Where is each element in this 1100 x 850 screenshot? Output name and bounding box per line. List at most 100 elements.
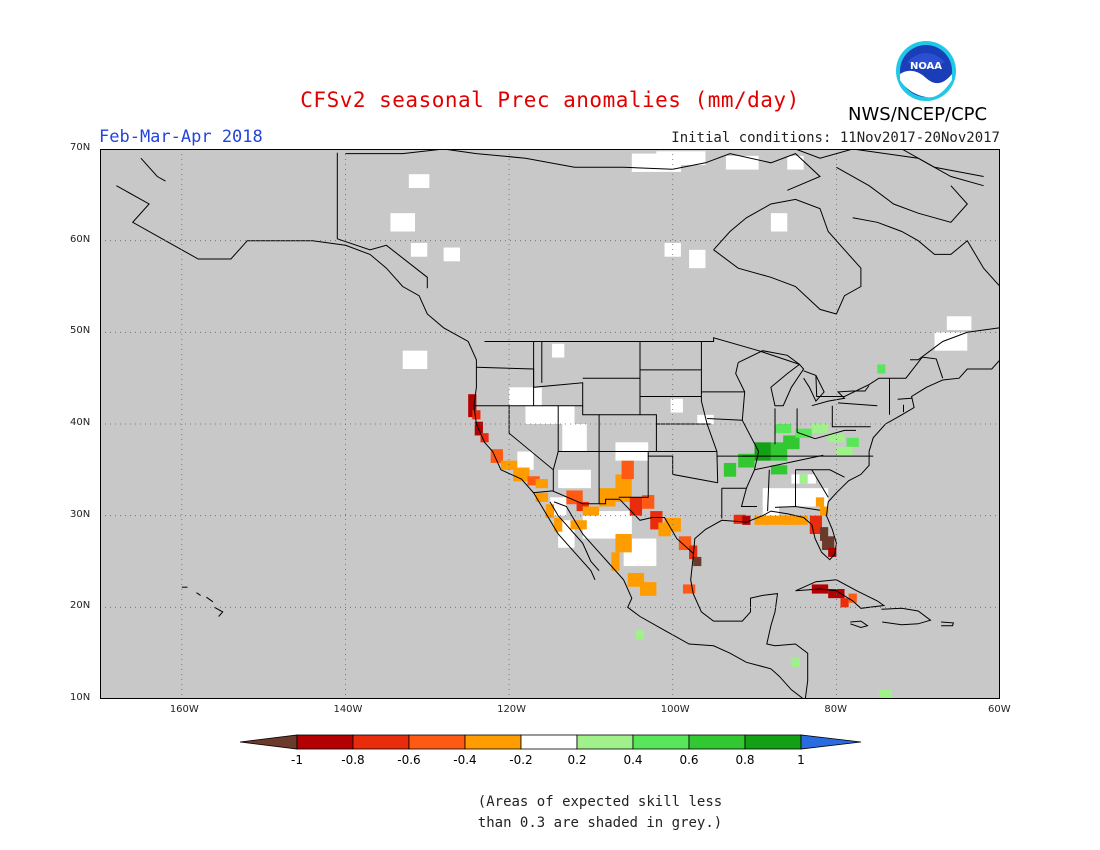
precip-anomaly-map: [100, 149, 1000, 699]
lat-tick-label: 30N: [70, 508, 91, 520]
season-label: Feb-Mar-Apr 2018: [99, 127, 263, 147]
anomaly-cell: [879, 689, 892, 699]
anomaly-cell: [820, 506, 829, 516]
coastline-segment: [557, 405, 600, 452]
anomaly-cell: [635, 630, 645, 640]
anomaly-cell: [535, 479, 548, 489]
anomaly-cell: [545, 504, 555, 518]
skill-footnote: (Areas of expected skill less than 0.3 a…: [0, 792, 1100, 834]
colorbar-label: -0.8: [341, 753, 364, 767]
anomaly-cell: [443, 247, 460, 262]
anomaly-cell: [934, 332, 968, 351]
colorbar-labels: -1 -0.8 -0.6 -0.4 -0.2 0.2 0.4 0.6 0.8 1: [291, 753, 805, 767]
colorbar-label: 0.8: [735, 753, 754, 767]
anomaly-cell: [754, 515, 788, 525]
coastline-segment: [831, 405, 871, 428]
anomaly-cell: [828, 547, 837, 557]
lon-tick-label: 120W: [497, 704, 527, 715]
anomaly-cell: [811, 424, 829, 434]
coastline-segment: [795, 149, 853, 159]
anomaly-cell: [535, 492, 548, 502]
anomaly-cell: [795, 428, 812, 438]
lat-tick-label: 20N: [70, 600, 91, 612]
colorbar-segment: [296, 734, 354, 750]
coastline-segment: [836, 166, 968, 223]
coastline-segment: [767, 469, 770, 512]
anomaly-cell: [762, 497, 780, 516]
anomaly-cell: [615, 474, 632, 502]
lat-tick-label: 40N: [70, 417, 91, 428]
coastline-segment: [850, 620, 869, 629]
coastline-segment: [795, 579, 886, 609]
lon-tick-label: 140W: [333, 704, 363, 715]
colorbar-segment: [352, 734, 410, 750]
colorbar-segment: [688, 734, 746, 750]
coastline-segment: [713, 198, 862, 315]
agency-label: NWS/NCEP/CPC: [848, 104, 988, 125]
anomaly-cell: [820, 527, 829, 541]
colorbar-segment: [464, 734, 522, 750]
anomaly-cell: [828, 589, 845, 599]
coastline-segment: [532, 490, 694, 554]
anomaly-cell: [642, 495, 655, 509]
anomaly-cell: [791, 657, 800, 667]
anomaly-cell: [946, 316, 972, 331]
anomaly-cell: [828, 433, 845, 443]
anomaly-cell: [408, 174, 430, 188]
anomaly-cell: [517, 451, 534, 470]
lat-tick-label: 70N: [70, 142, 91, 153]
anomaly-cell: [552, 343, 565, 358]
coastline-segment: [533, 341, 584, 407]
colorbar-high-end: [800, 734, 862, 750]
anomaly-cell: [670, 398, 683, 413]
anomaly-cell: [689, 249, 706, 269]
anomaly-cell: [775, 424, 792, 434]
anomaly-cell: [770, 465, 788, 475]
anomaly-cell: [599, 488, 616, 507]
skill-footnote-line1: (Areas of expected skill less: [477, 794, 723, 810]
coastline-segment: [811, 385, 870, 407]
anomaly-cell: [558, 469, 591, 489]
coastline-segment: [692, 359, 1000, 561]
anomaly-cell: [525, 405, 575, 424]
anomaly-cell: [390, 213, 415, 232]
anomaly-cell: [402, 350, 428, 369]
anomaly-cell: [570, 520, 587, 530]
anomaly-cell: [582, 506, 600, 516]
anomaly-cell: [468, 394, 477, 418]
anomaly-cell: [615, 534, 632, 553]
coastline-segment: [901, 149, 984, 177]
anomaly-cell: [611, 552, 620, 571]
anomaly-cell: [682, 584, 696, 594]
anomaly-cell: [799, 474, 808, 484]
coastline-segment: [941, 621, 955, 627]
gridlines: [100, 149, 1000, 699]
anomaly-cell: [629, 497, 643, 516]
coastline-segment: [814, 429, 856, 440]
coastline-segment: [837, 402, 878, 407]
lon-tick-label: 160W: [169, 704, 199, 715]
coastline-segment: [206, 596, 214, 603]
anomaly-cell: [472, 410, 481, 420]
coastline-segment: [815, 356, 944, 397]
anomaly-cell: [725, 155, 759, 170]
coastline-segment: [811, 469, 829, 498]
coastline-segment: [774, 505, 821, 511]
anomaly-cell: [877, 364, 886, 374]
colorbar-segment: [520, 734, 578, 750]
colorbar-label: -0.4: [453, 753, 476, 767]
anomaly-cell: [738, 453, 755, 468]
anomaly-cell: [562, 424, 587, 452]
anomaly-cell: [822, 536, 835, 551]
anomaly-cell: [527, 476, 540, 486]
coastline-segment: [897, 397, 912, 400]
anomaly-cell: [846, 437, 859, 447]
coastline-segment: [795, 469, 845, 478]
anomaly-cell: [836, 446, 853, 457]
colorbar: -1 -0.8 -0.6 -0.4 -0.2 0.2 0.4 0.6 0.8 1: [240, 734, 862, 767]
colorbar-label: -0.2: [509, 753, 532, 767]
lat-tick-label: 60N: [70, 233, 91, 245]
colorbar-label: 0.2: [567, 753, 586, 767]
coastline-segment: [484, 337, 800, 365]
anomaly-cell: [554, 517, 563, 532]
